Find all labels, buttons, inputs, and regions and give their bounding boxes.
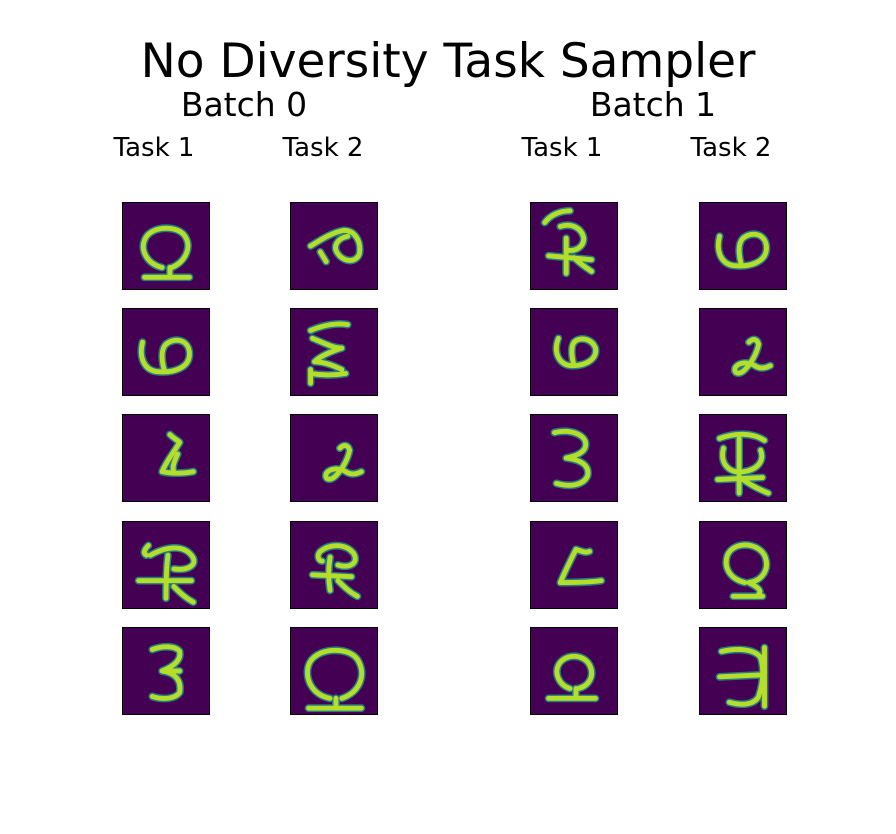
handwritten-character-angle-lambda-curl [730,335,775,377]
sample-image-batch-1-task-1-row-1 [530,202,618,290]
character-stroke [557,546,604,586]
handwritten-character-reverse-three [550,427,592,490]
handwritten-character-angle-lambda-curl [321,441,366,483]
handwritten-character-six-rotated [137,336,194,376]
handwritten-character-crossed-hook-small [308,541,362,601]
handwritten-character-crossed-hook-box [713,430,773,498]
character-stroke [305,647,365,711]
handwritten-character-six-tilted [306,226,364,266]
character-stroke [140,225,192,280]
sample-image-batch-0-task-1-row-5 [122,627,210,715]
character-stroke [715,431,771,496]
character-stroke [732,337,773,376]
figure-title: No Diversity Task Sampler [140,34,756,89]
handwritten-character-wave-sigma [306,319,352,388]
sample-image-batch-1-task-1-row-3 [530,414,618,502]
character-stroke [323,443,364,482]
sample-image-batch-0-task-1-row-4 [122,521,210,609]
character-stroke [546,653,598,701]
character-stroke [159,432,196,476]
sample-image-batch-0-task-2-row-4 [290,521,378,609]
handwritten-character-omega-stand [139,224,194,282]
sample-image-batch-0-task-2-row-1 [290,202,378,290]
character-stroke [553,335,599,369]
character-stroke [717,645,767,709]
handwritten-character-six-rotated-small [552,334,600,370]
character-stroke [723,542,769,599]
sample-image-batch-0-task-1-row-2 [122,308,210,396]
sample-image-batch-1-task-2-row-1 [699,202,787,290]
character-stroke [542,208,595,276]
batch-0-task-1-title: Task 1 [113,133,195,163]
handwritten-character-omega-stand-large [303,646,366,713]
handwritten-character-six-rotated [714,230,771,270]
sample-image-batch-1-task-2-row-2 [699,308,787,396]
sample-image-batch-1-task-2-row-5 [699,627,787,715]
handwritten-character-reverse-e [148,642,184,703]
sample-image-batch-1-task-1-row-4 [530,521,618,609]
character-stroke [552,428,591,488]
handwritten-character-flipped-e [715,643,769,711]
handwritten-character-crossed-hook-tall [540,206,596,278]
sample-image-batch-0-task-2-row-2 [290,308,378,396]
sample-image-batch-0-task-1-row-1 [122,202,210,290]
batch-0-task-2-title: Task 2 [282,133,364,163]
sample-image-batch-1-task-1-row-2 [530,308,618,396]
batch-0-title: Batch 0 [180,85,308,124]
handwritten-character-omega-stand-mirror [722,541,771,601]
character-stroke [715,231,769,269]
character-stroke [149,644,183,701]
sample-image-batch-1-task-1-row-5 [530,627,618,715]
batch-1-task-2-title: Task 2 [690,133,772,163]
character-stroke [138,337,192,375]
character-stroke [310,543,360,599]
sample-image-batch-1-task-2-row-4 [699,521,787,609]
character-stroke [308,321,351,386]
handwritten-character-angle-lambda [158,430,198,478]
handwritten-character-crossed-hook [134,541,198,607]
sample-image-batch-0-task-1-row-3 [122,414,210,502]
batch-1-title: Batch 1 [589,85,717,124]
sample-image-batch-0-task-2-row-3 [290,414,378,502]
character-stroke [136,543,197,605]
sample-image-batch-0-task-2-row-5 [290,627,378,715]
batch-1-task-1-title: Task 1 [521,133,603,163]
character-stroke [308,227,363,265]
sample-image-batch-1-task-2-row-3 [699,414,787,502]
handwritten-character-angle-lambda-low [556,545,606,587]
handwritten-character-omega-stand-small [544,652,600,703]
